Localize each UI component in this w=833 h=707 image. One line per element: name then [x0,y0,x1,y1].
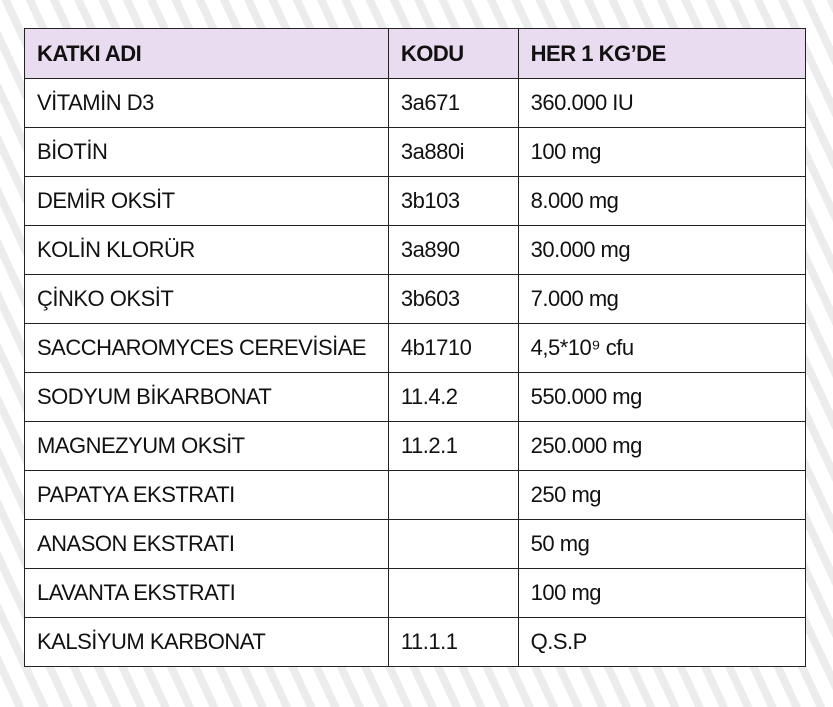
table-cell: 3a671 [387,78,519,128]
table-cell: 250 mg [517,470,807,520]
table-body: VİTAMİN D3 3a671 360.000 IU BİOTİN 3a880i 100… [24,78,807,667]
table-cell: VİTAMİN D3 [24,78,389,128]
table-cell: 11.1.1 [387,617,519,667]
table-row: VİTAMİN D3 3a671 360.000 IU [24,78,807,128]
table-row: KOLİN KLORÜR 3a890 30.000 mg [24,225,807,275]
table-cell: SACCHAROMYCES CEREVİSİAE [24,323,389,373]
table-cell: 250.000 mg [517,421,807,471]
table-cell: KALSİYUM KARBONAT [24,617,389,667]
header-cell: KODU [387,28,519,79]
table-cell: 11.4.2 [387,372,519,422]
table-cell: PAPATYA EKSTRATI [24,470,389,520]
table-cell: 3a890 [387,225,519,275]
table-cell: LAVANTA EKSTRATI [24,568,389,618]
table-row: SODYUM BİKARBONAT 11.4.2 550.000 mg [24,372,807,422]
table-cell: 8.000 mg [517,176,807,226]
table-row: SACCHAROMYCES CEREVİSİAE 4b1710 4,5*10⁹ cf… [24,323,807,373]
table-row: PAPATYA EKSTRATI 250 mg [24,470,807,520]
table-cell [387,568,519,618]
table-cell: ÇİNKO OKSİT [24,274,389,324]
header-row: KATKI ADI KODU HER 1 KG’DE [24,28,807,79]
table-row: KALSİYUM KARBONAT 11.1.1 Q.S.P [24,617,807,667]
table-cell: ANASON EKSTRATI [24,519,389,569]
additive-table: KATKI ADI KODU HER 1 KG’DE VİTAMİN D3 3a6… [24,28,807,667]
table-cell: 100 mg [517,127,807,177]
table-cell: KOLİN KLORÜR [24,225,389,275]
table-cell: 7.000 mg [517,274,807,324]
table-cell: 4b1710 [387,323,519,373]
table-cell: 3b603 [387,274,519,324]
table-cell: Q.S.P [517,617,807,667]
table-cell: 360.000 IU [517,78,807,128]
table-row: LAVANTA EKSTRATI 100 mg [24,568,807,618]
table-row: ANASON EKSTRATI 50 mg [24,519,807,569]
table-row: MAGNEZYUM OKSİT 11.2.1 250.000 mg [24,421,807,471]
header-cell: KATKI ADI [24,28,389,79]
table-cell: 50 mg [517,519,807,569]
table-row: ÇİNKO OKSİT 3b603 7.000 mg [24,274,807,324]
table-cell: 3a880i [387,127,519,177]
table-cell [387,470,519,520]
table-cell: SODYUM BİKARBONAT [24,372,389,422]
table-cell: DEMİR OKSİT [24,176,389,226]
table-cell: 30.000 mg [517,225,807,275]
table-cell: 100 mg [517,568,807,618]
table-row: BİOTİN 3a880i 100 mg [24,127,807,177]
table-cell: 3b103 [387,176,519,226]
table-cell: MAGNEZYUM OKSİT [24,421,389,471]
table-cell [387,519,519,569]
header-cell: HER 1 KG’DE [517,28,807,79]
table-cell: 550.000 mg [517,372,807,422]
table-cell: 4,5*10⁹ cfu [517,323,807,373]
table-cell: 11.2.1 [387,421,519,471]
table-row: DEMİR OKSİT 3b103 8.000 mg [24,176,807,226]
table-cell: BİOTİN [24,127,389,177]
table-header: KATKI ADI KODU HER 1 KG’DE [24,28,807,79]
